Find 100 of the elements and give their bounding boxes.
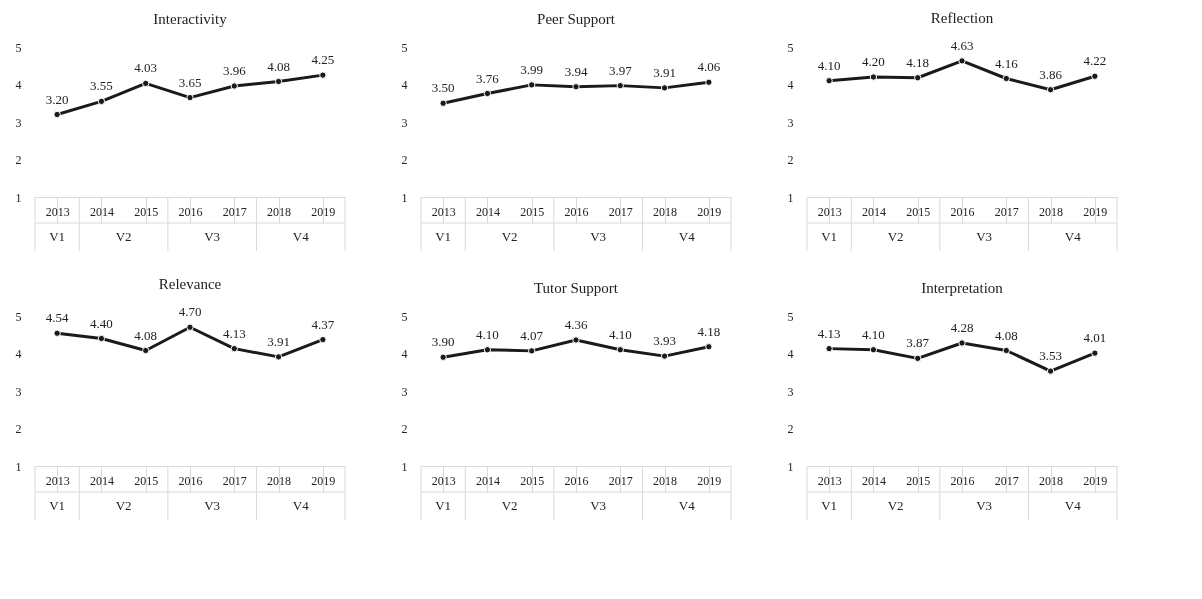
x-tick-label: 2019 (311, 473, 336, 488)
x-tick-label: 2018 (1039, 473, 1064, 488)
y-tick-label: 4 (787, 78, 794, 92)
data-label: 4.10 (862, 326, 885, 342)
x-tick-label: 2018 (267, 204, 292, 219)
y-tick-label: 5 (15, 309, 22, 324)
data-label: 4.10 (476, 326, 499, 342)
data-label: 4.13 (817, 325, 841, 341)
data-label: 4.10 (817, 57, 841, 73)
x-tick-label: 2018 (267, 473, 292, 488)
y-tick-label: 2 (15, 422, 22, 436)
point (1091, 72, 1099, 80)
data-label: 3.55 (90, 78, 113, 94)
data-label: 3.65 (178, 74, 202, 90)
y-tick-label: 5 (401, 309, 408, 324)
point (186, 323, 194, 331)
data-label: 3.86 (1039, 66, 1063, 82)
point (1091, 349, 1099, 357)
point (274, 77, 283, 86)
data-label: 4.08 (994, 327, 1018, 343)
x-tick-label: 2013 (45, 473, 70, 488)
y-tick-label: 3 (401, 115, 408, 130)
text: V4 (1064, 229, 1082, 244)
x-tick-label: 2013 (817, 204, 842, 219)
text: V2 (887, 498, 904, 513)
x-tick-label: 2017 (608, 204, 633, 219)
text: V3 (204, 498, 221, 513)
x-tick-label: 2013 (431, 473, 456, 488)
data-label: 4.70 (178, 304, 202, 320)
data-label: 3.53 (1039, 348, 1062, 364)
x-tick-label: 2017 (994, 204, 1019, 219)
text: V4 (292, 229, 310, 244)
x-tick-label: 2015 (906, 204, 931, 219)
x-tick-label: 2014 (475, 204, 500, 219)
point (1002, 346, 1010, 355)
data-label: 4.13 (222, 325, 246, 341)
x-tick-label: 2019 (697, 473, 722, 488)
point (439, 99, 447, 107)
data-label: 4.06 (697, 59, 721, 75)
data-label: 3.76 (476, 70, 500, 86)
y-tick-label: 5 (401, 40, 408, 55)
text: V1 (821, 229, 838, 244)
point (825, 344, 833, 353)
y-tick-label: 1 (15, 190, 22, 205)
data-label: 3.50 (431, 80, 455, 96)
point (616, 346, 624, 354)
data-label: 4.07 (520, 327, 544, 343)
text: V1 (821, 498, 838, 513)
data-label: 4.40 (90, 315, 113, 331)
point (319, 335, 327, 344)
y-tick-label: 3 (15, 115, 22, 130)
chart-title: Interactivity (153, 11, 228, 27)
x-tick-label: 2018 (1039, 204, 1064, 219)
text: V3 (204, 229, 221, 244)
point (1046, 367, 1055, 375)
point (660, 352, 669, 360)
y-tick-label: 1 (787, 190, 794, 205)
x-tick-label: 2016 (950, 473, 975, 488)
point (483, 346, 492, 354)
x-tick-label: 2017 (222, 204, 247, 219)
text: V1 (49, 229, 66, 244)
y-tick-label: 3 (787, 384, 794, 399)
data-label: 4.20 (862, 54, 885, 69)
x-tick-label: 2013 (45, 204, 70, 219)
text: V1 (49, 498, 66, 513)
chart-title: Interpretation (921, 280, 1004, 296)
data-label: 4.01 (1083, 330, 1107, 346)
data-label: 3.97 (608, 62, 633, 78)
chart-title: Reflection (930, 9, 994, 26)
point (274, 353, 283, 361)
data-label: 4.37 (311, 316, 335, 332)
x-tick-label: 2016 (564, 473, 589, 488)
text: V3 (590, 229, 607, 244)
text: V2 (887, 229, 904, 244)
point (483, 89, 492, 98)
point (1002, 74, 1010, 83)
x-tick-label: 2018 (653, 204, 678, 219)
x-tick-label: 2016 (178, 473, 203, 488)
y-tick-label: 1 (401, 190, 408, 205)
x-tick-label: 2019 (1083, 204, 1108, 219)
x-tick-label: 2015 (520, 204, 545, 219)
data-label: 4.03 (134, 60, 158, 76)
data-label: 4.28 (950, 320, 974, 335)
data-label: 3.87 (906, 335, 930, 351)
point (914, 74, 922, 82)
point (53, 110, 61, 119)
point (914, 354, 922, 363)
y-tick-label: 4 (787, 347, 794, 361)
x-tick-label: 2019 (697, 204, 722, 219)
y-tick-label: 3 (401, 384, 408, 399)
chart-title: Tutor Support (533, 280, 619, 296)
point (705, 78, 713, 86)
data-label: 4.54 (45, 310, 70, 326)
text: V1 (435, 229, 452, 244)
point (528, 81, 536, 89)
x-tick-label: 2016 (950, 204, 975, 219)
point (230, 344, 238, 353)
x-tick-label: 2015 (520, 473, 545, 488)
x-tick-label: 2019 (1083, 473, 1108, 488)
data-label: 3.94 (564, 63, 588, 79)
